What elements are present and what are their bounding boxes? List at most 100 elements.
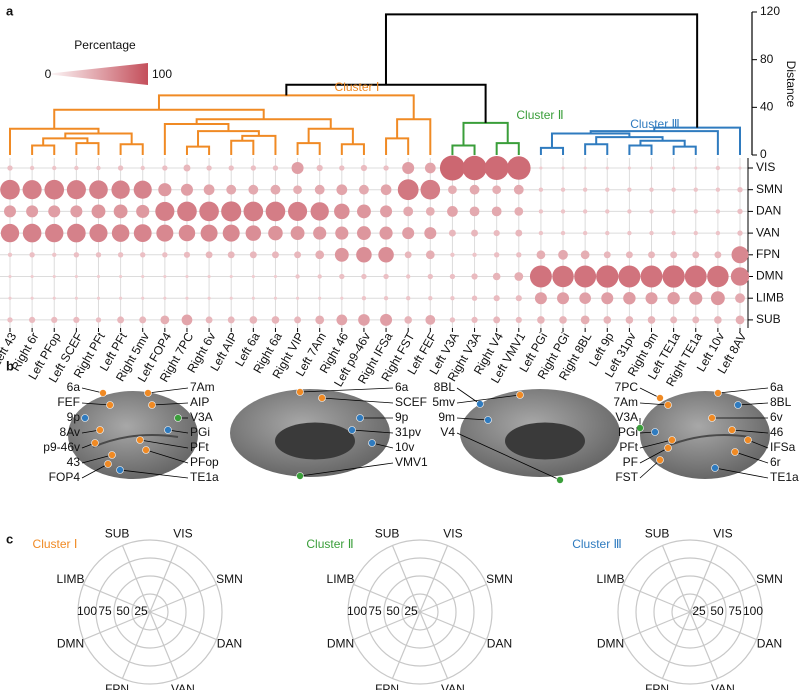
bubble: [290, 226, 305, 241]
bubble: [538, 230, 544, 236]
radar-axis-label: SUB: [105, 527, 130, 541]
region-label: 8BL: [770, 395, 792, 409]
bubble: [514, 207, 524, 216]
bubble: [295, 274, 300, 279]
bubble: [462, 155, 487, 181]
row-label: SMN: [756, 182, 783, 196]
dendrogram-link: [296, 142, 321, 155]
bubble: [649, 166, 654, 170]
bubble: [735, 315, 745, 325]
region-dot: [656, 456, 664, 464]
leader-line: [639, 402, 669, 406]
leader-line: [119, 469, 189, 479]
region-dot: [296, 472, 304, 480]
bubble: [73, 252, 80, 258]
bubble: [133, 180, 152, 199]
bubble: [271, 251, 279, 259]
bubble: [313, 226, 327, 240]
bubble: [89, 224, 108, 243]
bubble: [249, 251, 257, 259]
bubble: [339, 273, 345, 280]
region-label: 43: [67, 455, 81, 469]
leader-line: [639, 439, 673, 449]
bubble: [380, 313, 393, 326]
bubble: [492, 185, 502, 195]
radar-spoke: [661, 545, 691, 613]
region-dot: [714, 389, 722, 397]
bubble: [472, 252, 477, 257]
bubble: [222, 224, 240, 242]
bubble: [226, 184, 237, 195]
bubble: [737, 187, 743, 193]
radar-tick-label: 50: [116, 604, 130, 618]
brain-medial-wall: [505, 422, 585, 460]
cluster-label: Cluster Ⅲ: [630, 117, 680, 131]
radar-spoke: [419, 583, 487, 613]
radar-ring: [401, 593, 439, 631]
region-label: 8Av: [60, 425, 80, 439]
region-dot: [368, 439, 376, 447]
region-dot: [99, 389, 107, 397]
region-label: 10v: [395, 440, 414, 454]
region-label: 6v: [770, 410, 783, 424]
dendrogram-link: [53, 108, 265, 129]
radar-ring: [671, 593, 709, 631]
radar-ring: [77, 539, 223, 685]
radar-axis-label: VIS: [443, 527, 462, 541]
bubble: [645, 292, 658, 305]
dendrogram-link: [653, 126, 741, 155]
bubble: [715, 230, 721, 236]
radar-ring: [113, 575, 187, 649]
leader-line: [456, 394, 521, 404]
bubble: [529, 265, 552, 288]
bubble: [439, 155, 465, 181]
bubble: [448, 229, 456, 237]
brain-sulcus: [92, 433, 179, 448]
radar-axis-label: SMN: [756, 572, 783, 586]
bubble: [649, 209, 654, 214]
bubble: [672, 166, 676, 170]
y-tick-label: 40: [760, 100, 774, 114]
bubble: [26, 205, 39, 218]
row-label: FPN: [756, 247, 780, 261]
region-dot: [651, 428, 659, 436]
bubble: [450, 252, 455, 257]
bubble: [181, 314, 193, 326]
bubble: [405, 296, 411, 301]
region-dot: [136, 436, 144, 444]
bubble: [227, 316, 235, 324]
region-label: FEF: [57, 395, 80, 409]
bubble: [227, 251, 235, 259]
bubble: [603, 316, 612, 324]
colorbar-title: Percentage: [74, 38, 136, 52]
bubble: [684, 265, 707, 288]
dendrogram-link: [340, 143, 365, 155]
bubble: [491, 206, 502, 217]
radar-axis-label: DMN: [597, 636, 624, 650]
bubble: [96, 296, 101, 300]
dendrogram-link: [307, 127, 354, 145]
radar-spoke: [419, 545, 449, 613]
region-dot: [81, 414, 89, 422]
bubble: [273, 296, 278, 300]
bubble: [22, 223, 42, 243]
bubble: [383, 273, 389, 280]
bubble: [30, 274, 34, 279]
bubble: [493, 316, 501, 324]
bubble: [185, 296, 189, 300]
bubble: [448, 185, 457, 195]
bubble: [315, 250, 325, 260]
dendrogram-link: [462, 121, 509, 146]
region-label: V3A: [615, 410, 638, 424]
bubble: [380, 184, 392, 196]
dendrogram-link: [31, 144, 56, 155]
leader-line: [145, 449, 189, 464]
radar-tick-label: 100: [347, 604, 367, 618]
radar-spoke: [661, 611, 691, 679]
region-dot: [728, 426, 736, 434]
region-dot: [164, 426, 172, 434]
dendrogram-link: [495, 142, 520, 155]
region-dot: [664, 401, 672, 409]
bubble: [580, 250, 590, 260]
bubble: [45, 223, 64, 243]
